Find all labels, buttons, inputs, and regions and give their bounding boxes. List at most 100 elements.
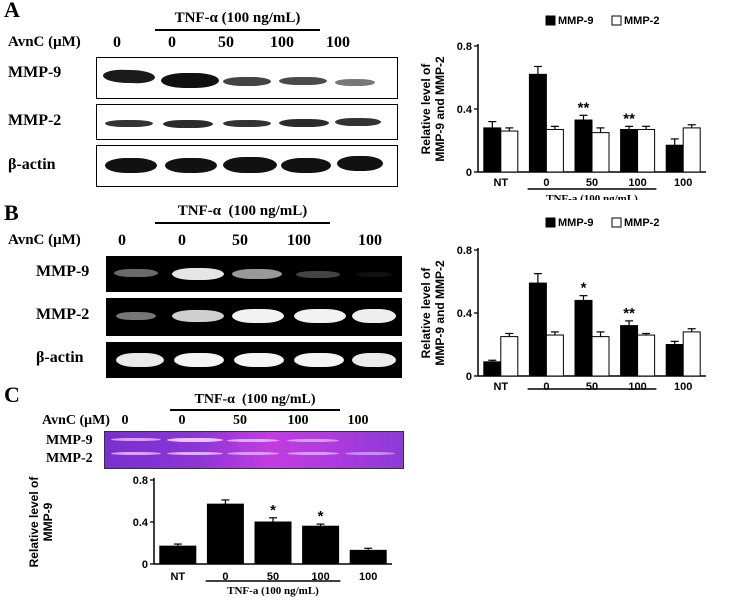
- treatment-bar-label-c: TNF-a (100 ng/mL): [227, 585, 319, 597]
- legend-swatch-a-mmp-9: [545, 15, 556, 26]
- y-axis-label-line2-c: MMP-9: [41, 502, 55, 541]
- category-label-a-3: 100: [628, 177, 646, 189]
- treatment-bar-label-b: TNF-a (100 ng/mL): [546, 393, 638, 394]
- bar-b-mmp-9-1: [528, 282, 547, 377]
- row-label-a-mmp9: MMP-9: [8, 64, 62, 81]
- bar-c-mmp-9-3: [302, 525, 340, 565]
- category-label-a-2: 50: [586, 177, 598, 189]
- legend-label-b-mmp-9: MMP-9: [558, 217, 593, 229]
- bar-c-mmp-9-1: [206, 503, 244, 565]
- blot-a-mmp9: [96, 57, 398, 99]
- dose-b-0: 0: [118, 232, 126, 249]
- panel-letter-a: A: [4, 0, 20, 22]
- treatment-line-a: [155, 29, 320, 31]
- significance-mark-c-3: *: [318, 508, 324, 525]
- chart-c: 0 0.4 0.8 Relative level of MMP-9 NT 0 50 100 100…: [27, 475, 392, 597]
- legend-swatch-b-mmp-9: [545, 217, 556, 228]
- significance-mark-b-3: **: [623, 305, 635, 322]
- y-tick-label-a: 0: [466, 167, 472, 179]
- bar-c-mmp-9-4: [349, 549, 387, 565]
- zymo-gel-c: [104, 431, 404, 469]
- bar-a-mmp-9-0: [483, 127, 502, 173]
- bar-a-mmp-2-3: [637, 128, 656, 173]
- bar-b-mmp-9-2: [574, 299, 593, 377]
- y-axis-label-line1-b: Relative level of: [419, 267, 433, 359]
- bar-b-mmp-9-4: [665, 344, 684, 377]
- row-label-b-actin: β-actin: [36, 349, 84, 366]
- treatment-line-b: [155, 222, 330, 224]
- y-tick-label-a: 0.4: [457, 104, 473, 116]
- dose-c-2: 50: [233, 413, 247, 428]
- legend-swatch-a-mmp-2: [611, 15, 622, 26]
- bar-a-mmp-2-0: [500, 130, 519, 173]
- legend-label-b-mmp-2: MMP-2: [624, 217, 659, 229]
- significance-mark-a-3: **: [623, 110, 635, 127]
- category-label-c-1: 0: [222, 571, 228, 583]
- dose-a-0: 0: [113, 34, 121, 51]
- category-label-b-1: 0: [543, 381, 549, 393]
- dose-a-3: 100: [270, 34, 294, 51]
- blot-a-actin: [96, 145, 398, 187]
- dose-b-4: 100: [358, 232, 382, 249]
- category-label-b-0: NT: [493, 381, 508, 393]
- bar-c-mmp-9-0: [159, 545, 197, 565]
- y-tick-label-b: 0.8: [457, 245, 472, 257]
- treatment-label-a: TNF-α (100 ng/mL): [174, 10, 301, 26]
- y-axis-label-line2-b: MMP-9 and MMP-2: [433, 260, 447, 366]
- category-label-a-0: NT: [493, 177, 508, 189]
- bar-c-mmp-9-2: [254, 521, 292, 565]
- dose-c-1: 0: [178, 413, 186, 428]
- bar-b-mmp-2-2: [591, 336, 610, 377]
- y-tick-label-b: 0: [466, 371, 472, 383]
- category-label-b-4: 100: [674, 381, 692, 393]
- row-label-a-mmp2: MMP-2: [8, 112, 62, 129]
- y-tick-label-c: 0: [142, 559, 148, 571]
- bar-b-mmp-9-0: [483, 361, 502, 377]
- significance-mark-a-2: **: [578, 99, 590, 116]
- treatment-label-c: TNF-α (100 ng/mL): [194, 392, 316, 407]
- category-label-c-2: 50: [267, 571, 279, 583]
- dose-c-0: 0: [121, 413, 129, 428]
- panel-letter-c: C: [4, 382, 20, 407]
- bar-a-mmp-9-4: [665, 144, 684, 173]
- bar-b-mmp-2-3: [637, 334, 656, 377]
- row-label-b-mmp2: MMP-2: [36, 306, 90, 323]
- significance-mark-b-2: *: [581, 280, 587, 297]
- y-tick-label-b: 0.4: [457, 308, 473, 320]
- significance-mark-c-2: *: [270, 502, 276, 519]
- dose-b-3: 100: [287, 232, 311, 249]
- bar-b-mmp-2-0: [500, 336, 519, 377]
- y-tick-label-c: 0.4: [133, 517, 149, 529]
- legend-swatch-b-mmp-2: [611, 217, 622, 228]
- dose-b-2: 50: [232, 232, 248, 249]
- bar-a-mmp-9-1: [528, 73, 547, 173]
- dose-label-b: AvnC (μM): [8, 232, 81, 248]
- dose-label-c: AvnC (μM): [42, 413, 110, 428]
- blot-a-mmp2: [96, 104, 398, 140]
- dose-c-3: 100: [287, 413, 309, 428]
- dose-a-4: 100: [326, 34, 350, 51]
- treatment-label-b: TNF-α (100 ng/mL): [177, 203, 308, 219]
- y-tick-label-c: 0.8: [133, 475, 148, 487]
- chart-a: 0 0.4 0.8 Relative level of MMP-9 and MMP-2 N…: [419, 15, 706, 200]
- gel-b-mmp2: [106, 298, 402, 336]
- y-axis-label-line2-a: MMP-9 and MMP-2: [433, 56, 447, 162]
- panel-letter-b: B: [4, 200, 19, 225]
- category-label-c-0: NT: [170, 571, 185, 583]
- row-label-b-mmp9: MMP-9: [36, 263, 90, 280]
- category-label-c-4: 100: [359, 571, 377, 583]
- legend-label-a-mmp-9: MMP-9: [558, 15, 593, 27]
- treatment-bar-label-a: TNF-a (100 ng/mL): [546, 193, 638, 200]
- bar-a-mmp-2-1: [545, 128, 564, 173]
- dose-c-4: 100: [347, 413, 369, 428]
- gel-b-actin: [106, 342, 402, 378]
- dose-b-1: 0: [178, 232, 186, 249]
- dose-label-a: AvnC (μM): [8, 34, 81, 50]
- category-label-b-2: 50: [586, 381, 598, 393]
- category-label-a-1: 0: [543, 177, 549, 189]
- chart-b: 0 0.4 0.8 Relative level of MMP-9 and MMP-2 N…: [419, 217, 706, 394]
- y-axis-label-line1-a: Relative level of: [419, 63, 433, 155]
- legend-label-a-mmp-2: MMP-2: [624, 15, 659, 27]
- row-label-a-actin: β-actin: [8, 156, 56, 173]
- bar-a-mmp-2-2: [591, 132, 610, 173]
